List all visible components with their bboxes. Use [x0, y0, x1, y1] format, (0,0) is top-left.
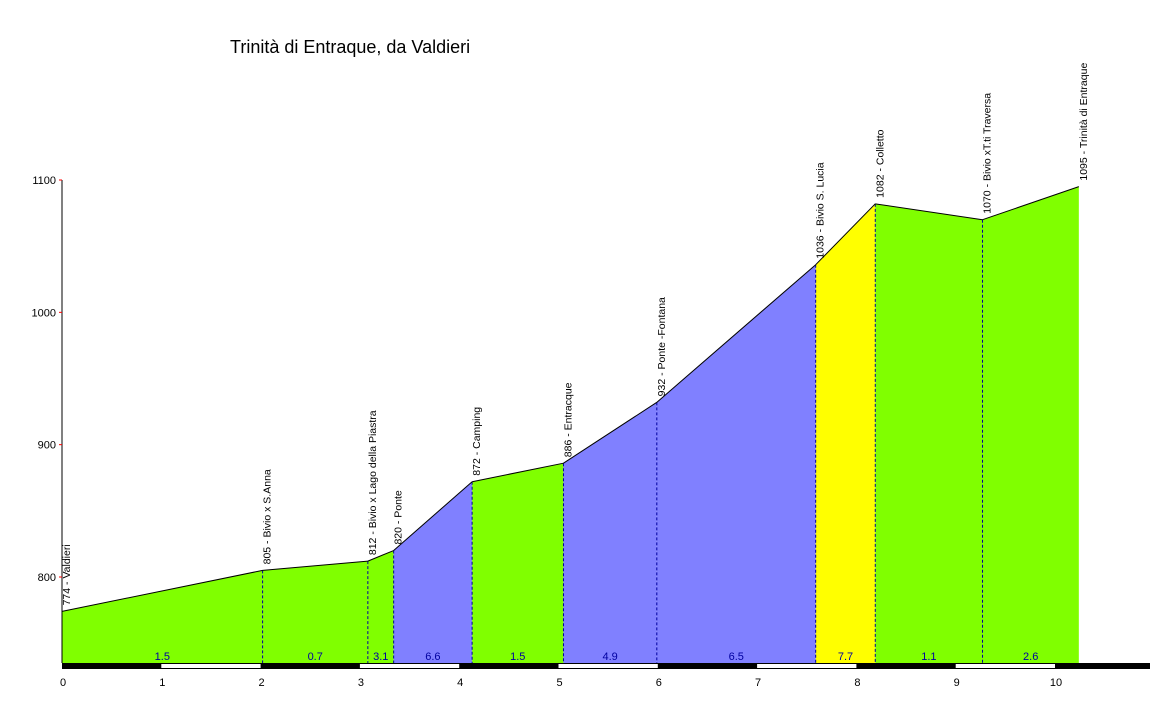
x-tick-label: 5	[556, 677, 562, 689]
waypoint-label: 932 - Ponte -Fontana	[656, 297, 668, 396]
gradient-label: 7.7	[838, 651, 853, 663]
segment-fill	[262, 561, 368, 663]
x-axis-bar-segment	[161, 664, 261, 668]
chart-title: Trinità di Entraque, da Valdieri	[230, 37, 470, 57]
profile-line	[61, 569, 263, 612]
gradient-label: 1.5	[155, 651, 170, 663]
x-axis-bar-segment	[359, 664, 460, 668]
waypoint-label: 820 - Ponte	[393, 490, 405, 544]
x-tick-label: 3	[358, 677, 364, 689]
waypoint-label: 1036 - Bivio S. Lucia	[815, 162, 827, 258]
waypoint-label: 1070 - Bivio xT.ti Traversa	[982, 93, 994, 214]
x-axis: 0 1 2 3 4 5 6 7 8 9 10	[60, 663, 1150, 689]
y-tick-label: 900	[38, 440, 56, 452]
waypoint-label: 886 - Entracque	[562, 382, 574, 457]
segment-dividers	[262, 203, 984, 663]
profile-line	[875, 203, 983, 221]
x-axis-bar-segment	[757, 664, 857, 668]
gradient-label: 6.6	[425, 651, 440, 663]
profile-line	[472, 462, 564, 483]
gradient-label: 0.7	[308, 651, 323, 663]
gradient-labels: 1.5 0.7 3.1 6.6 1.5 4.9 6.5 7.7 1.1 2.6	[155, 651, 1039, 663]
gradient-label: 2.6	[1023, 651, 1038, 663]
y-tick-label: 1000	[32, 307, 56, 319]
segment-fill	[815, 203, 876, 663]
segment-fill	[62, 570, 263, 663]
profile-line	[982, 186, 1079, 221]
profile-line	[393, 481, 473, 551]
y-axis: 800 900 1000 1100	[32, 175, 63, 663]
profile-line-group	[61, 186, 1079, 612]
segment-fills	[62, 186, 1079, 663]
waypoint-label: 1082 - Colletto	[874, 129, 886, 197]
waypoint-label: 1095 - Trinità di Entraque	[1078, 63, 1090, 181]
gradient-label: 4.9	[602, 651, 617, 663]
waypoint-label: 774 - Valdieri	[61, 544, 73, 605]
segment-fill	[563, 402, 657, 663]
x-tick-label: 4	[457, 677, 463, 689]
segment-fill	[875, 203, 983, 663]
x-tick-label: 6	[656, 677, 662, 689]
x-tick-label: 9	[954, 677, 960, 689]
segment-fill	[472, 463, 564, 663]
profile-line	[563, 401, 658, 464]
profile-line	[367, 550, 394, 562]
x-axis-bar-segment	[558, 664, 658, 668]
waypoint-label: 805 - Bivio x S.Anna	[262, 469, 274, 564]
y-tick-label: 1100	[32, 175, 56, 187]
x-tick-label: 1	[159, 677, 165, 689]
segment-fill	[982, 186, 1079, 663]
y-tick-label: 800	[38, 572, 56, 584]
gradient-label: 1.5	[510, 651, 525, 663]
waypoint-labels: 774 - Valdieri 805 - Bivio x S.Anna 812 - …	[61, 63, 1090, 606]
x-axis-bar-segment	[955, 664, 1055, 668]
segment-fill	[393, 481, 473, 663]
segment-fill	[656, 264, 816, 663]
profile-line	[262, 560, 368, 571]
x-tick-label: 10	[1050, 677, 1062, 689]
waypoint-label: 812 - Bivio x Lago della Piastra	[367, 410, 379, 555]
x-tick-label: 8	[854, 677, 860, 689]
gradient-label: 1.1	[921, 651, 936, 663]
profile-line	[815, 203, 876, 266]
gradient-label: 3.1	[373, 651, 388, 663]
x-tick-label: 7	[755, 677, 761, 689]
profile-line	[656, 264, 817, 403]
segment-fill	[367, 550, 394, 663]
gradient-label: 6.5	[729, 651, 744, 663]
x-tick-label: 0	[60, 677, 66, 689]
waypoint-label: 872 - Camping	[471, 407, 483, 476]
x-tick-label: 2	[259, 677, 265, 689]
